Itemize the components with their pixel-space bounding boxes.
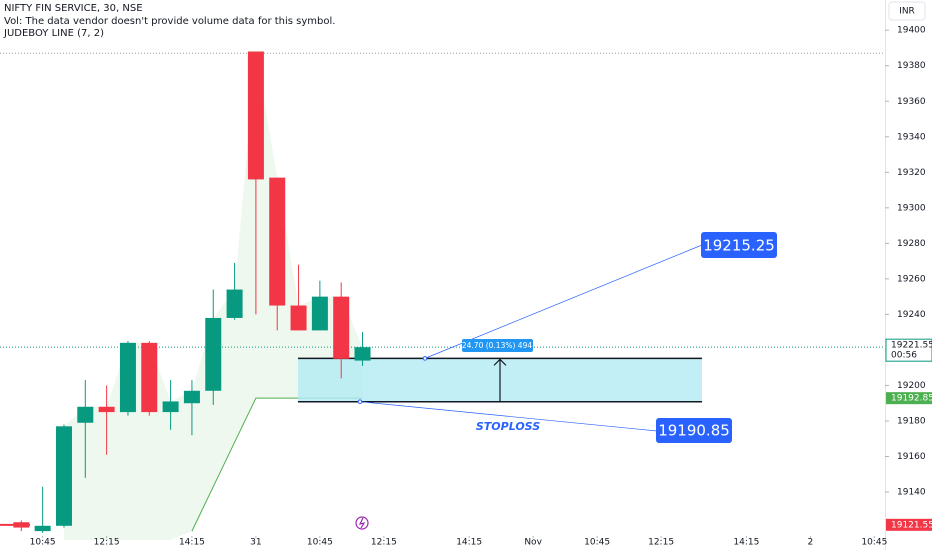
arrow-head bbox=[493, 358, 507, 366]
y-tick-label: 19240 bbox=[897, 310, 926, 320]
target-label: 19215.25 bbox=[703, 237, 775, 255]
x-tick-label: 14:15 bbox=[733, 538, 759, 548]
stop-connector bbox=[359, 401, 658, 432]
candle-body bbox=[162, 401, 179, 413]
candle-body bbox=[311, 296, 328, 331]
target-anchor bbox=[422, 356, 428, 361]
candle-body bbox=[13, 522, 30, 528]
target-callout bbox=[701, 232, 777, 258]
y-tick-label: 19340 bbox=[897, 132, 926, 142]
y-tick-label: 19180 bbox=[897, 416, 926, 426]
candle-body bbox=[55, 426, 72, 526]
stoploss-note: STOPLOSS bbox=[476, 420, 540, 433]
y-tick-label: 19260 bbox=[897, 274, 926, 284]
x-tick-label: 31 bbox=[250, 538, 261, 548]
indicator-area bbox=[63, 51, 363, 541]
last-price-label: 19221.55 bbox=[891, 341, 932, 351]
y-tick-label: 19200 bbox=[897, 381, 926, 391]
volume-note: Vol: The data vendor doesn't provide vol… bbox=[4, 16, 335, 27]
indicator-price-label: 19192.85 bbox=[891, 394, 932, 404]
candle-body bbox=[354, 347, 371, 361]
currency[interactable]: INR bbox=[899, 7, 915, 17]
y-tick-label: 19300 bbox=[897, 203, 926, 213]
y-tick-label: 19360 bbox=[897, 97, 926, 107]
y-tick-label: 19400 bbox=[897, 26, 926, 36]
stop-callout bbox=[656, 418, 732, 443]
stats-label: 24.70 (0.13%) 494 bbox=[462, 341, 532, 350]
x-tick-label: 10:45 bbox=[307, 538, 333, 548]
y-tick-label: 19380 bbox=[897, 61, 926, 71]
candle-body bbox=[247, 51, 264, 180]
candle-body bbox=[34, 525, 51, 532]
x-tick-label: 12:15 bbox=[94, 538, 120, 548]
currency-box[interactable] bbox=[888, 1, 926, 21]
countdown-label: 00:56 bbox=[891, 351, 917, 361]
x-tick-label: 12:15 bbox=[648, 538, 674, 548]
x-tick-label: Nov bbox=[524, 538, 542, 548]
candle-body bbox=[333, 296, 350, 359]
y-tick-label: 19320 bbox=[897, 168, 926, 178]
candle-body bbox=[77, 406, 94, 423]
symbol-title: NIFTY FIN SERVICE, 30, NSE bbox=[4, 3, 143, 14]
x-tick-label: 14:15 bbox=[456, 538, 482, 548]
ref-price-box bbox=[886, 518, 932, 531]
candle-body bbox=[98, 406, 115, 413]
event-bolt bbox=[358, 517, 366, 529]
stats-box bbox=[462, 339, 533, 352]
x-tick-label: 14:15 bbox=[179, 538, 205, 548]
indicator-title: JUDEBOY LINE (7, 2) bbox=[3, 28, 104, 39]
indicator-price-box bbox=[886, 392, 932, 405]
stop-label: 19190.85 bbox=[658, 422, 730, 440]
ref-price-label: 19121.55 bbox=[891, 520, 932, 530]
x-tick-label: 10:45 bbox=[584, 538, 610, 548]
candle-body bbox=[119, 342, 136, 413]
x-tick-label: 12:15 bbox=[371, 538, 397, 548]
x-tick-label: 10:45 bbox=[861, 538, 887, 548]
x-tick-label: 2 bbox=[807, 538, 813, 548]
candle-body bbox=[183, 390, 200, 404]
last-price-box bbox=[885, 338, 932, 362]
candle-body bbox=[226, 289, 243, 318]
stop-anchor bbox=[357, 399, 363, 405]
candle-body bbox=[290, 305, 307, 331]
y-tick-label: 19140 bbox=[897, 488, 926, 498]
candle-body bbox=[141, 342, 158, 413]
x-tick-label: 10:45 bbox=[30, 538, 56, 548]
candle-body bbox=[205, 317, 222, 391]
candle-body bbox=[269, 177, 286, 306]
y-tick-label: 19280 bbox=[897, 239, 926, 249]
y-tick-label: 19160 bbox=[897, 452, 926, 462]
